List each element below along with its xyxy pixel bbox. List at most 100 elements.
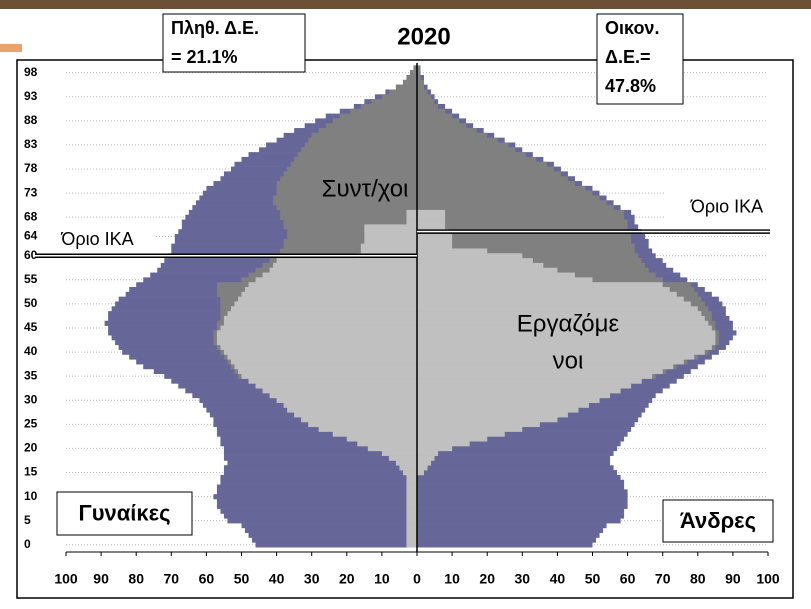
bar <box>220 508 417 514</box>
y-tick-label: 15 <box>24 465 38 479</box>
bar <box>332 118 417 124</box>
bar <box>417 474 621 481</box>
bar <box>223 446 417 452</box>
bar <box>417 282 663 288</box>
bar <box>346 436 417 442</box>
bar <box>417 248 488 254</box>
bar <box>417 359 684 365</box>
bar <box>417 489 628 495</box>
bar <box>406 489 417 495</box>
bar <box>220 479 417 485</box>
bar <box>308 421 417 428</box>
bar <box>255 542 417 548</box>
bar <box>417 291 677 297</box>
bar <box>241 523 417 529</box>
bar <box>245 287 417 293</box>
bar <box>417 128 477 134</box>
bar <box>417 470 425 476</box>
bar <box>406 518 417 524</box>
bar <box>406 513 417 519</box>
bar <box>406 542 417 548</box>
y-tick-label: 88 <box>24 113 38 127</box>
region-label: Συντ/χοι <box>322 175 409 202</box>
bar <box>417 287 670 293</box>
bar <box>406 75 417 81</box>
bar <box>223 465 417 471</box>
bar <box>301 417 417 423</box>
bar <box>262 388 417 394</box>
bar <box>417 219 628 225</box>
bar <box>248 532 417 538</box>
bar <box>287 234 417 240</box>
bar <box>417 373 653 379</box>
slide-accent <box>0 44 22 52</box>
bar <box>294 156 417 163</box>
bar <box>388 89 417 95</box>
bar <box>402 470 417 476</box>
bar <box>417 277 593 283</box>
bar <box>308 137 417 143</box>
bar <box>388 455 417 461</box>
bar <box>417 393 611 399</box>
bar <box>262 272 417 278</box>
bar <box>350 108 417 114</box>
bar <box>367 446 417 452</box>
bar <box>417 484 625 490</box>
bar <box>364 238 417 244</box>
bar <box>230 359 417 365</box>
bar <box>417 450 439 456</box>
bar <box>406 214 417 220</box>
bar <box>417 315 705 322</box>
x-tick-label: 20 <box>339 571 355 587</box>
bar <box>216 484 417 490</box>
bar <box>417 460 611 466</box>
bar <box>417 513 625 519</box>
bar <box>294 412 417 418</box>
y-tick-label: 5 <box>24 513 31 527</box>
bar <box>273 200 417 206</box>
bar <box>417 523 607 529</box>
bar <box>290 161 417 167</box>
bar <box>417 407 579 413</box>
bar <box>283 171 417 177</box>
bar <box>417 253 523 259</box>
y-tick-label: 35 <box>24 368 38 382</box>
bar <box>280 209 417 216</box>
bar <box>417 147 516 153</box>
bar <box>417 113 453 119</box>
x-tick-label: 100 <box>756 571 780 587</box>
bar <box>280 176 417 182</box>
bar <box>325 123 417 129</box>
bar <box>417 205 614 211</box>
bar <box>417 465 614 471</box>
bar <box>234 301 417 307</box>
bar <box>417 190 593 196</box>
bar <box>332 431 417 437</box>
bar <box>417 455 611 461</box>
bar <box>283 219 417 225</box>
x-tick-label: 90 <box>93 571 109 587</box>
bar <box>223 349 417 355</box>
chart-title: 2020 <box>397 23 450 50</box>
bar <box>273 195 417 201</box>
bar <box>417 181 575 187</box>
bar <box>227 518 417 524</box>
bar <box>417 238 632 244</box>
bar <box>276 258 417 264</box>
bar <box>417 108 446 114</box>
y-tick-label: 30 <box>24 392 38 406</box>
bar <box>220 344 417 350</box>
y-tick-label: 50 <box>24 296 38 310</box>
bar <box>417 185 586 191</box>
bar <box>230 306 417 312</box>
bar <box>280 248 417 254</box>
bar <box>406 479 417 485</box>
x-tick-label: 40 <box>269 571 285 587</box>
bar <box>417 426 523 432</box>
bar <box>301 147 417 153</box>
bar <box>417 450 614 456</box>
bar <box>417 417 558 423</box>
bar <box>406 537 417 543</box>
bar <box>417 219 446 225</box>
bar <box>417 306 698 312</box>
